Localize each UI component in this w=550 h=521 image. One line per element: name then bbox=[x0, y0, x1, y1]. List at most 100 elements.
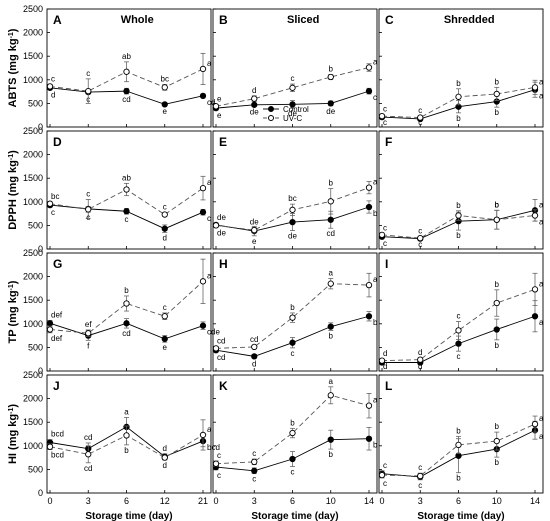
significance-label: c bbox=[418, 106, 422, 115]
significance-label: b bbox=[456, 201, 461, 210]
data-point-uvc bbox=[161, 211, 168, 218]
significance-label: de bbox=[217, 228, 226, 237]
significance-label: b bbox=[456, 426, 461, 435]
significance-label: a bbox=[539, 414, 544, 423]
y-axis-label: HI (mg kg-1) bbox=[7, 404, 19, 464]
significance-label: cd bbox=[250, 335, 258, 344]
data-point-uvc bbox=[455, 441, 462, 449]
significance-label: b bbox=[373, 318, 378, 327]
significance-label: c bbox=[86, 69, 90, 78]
data-point-control bbox=[365, 203, 373, 211]
significance-label: b bbox=[495, 341, 500, 350]
panel-label: E bbox=[219, 135, 227, 149]
plot-frame bbox=[46, 8, 212, 128]
plot-frame bbox=[212, 374, 378, 494]
y-tick-label: 2000 bbox=[23, 272, 43, 282]
y-tick-label: 2500 bbox=[23, 4, 43, 14]
y-tick-label: 500 bbox=[28, 342, 43, 352]
y-tick-label: 1500 bbox=[23, 417, 43, 427]
y-axis-label: TP (mg kg-1) bbox=[7, 280, 19, 343]
data-point-uvc bbox=[531, 84, 539, 91]
data-point-uvc bbox=[212, 222, 220, 229]
data-point-control bbox=[199, 322, 207, 329]
significance-label: de bbox=[326, 107, 335, 116]
plot-frame bbox=[212, 252, 378, 372]
significance-label: a bbox=[207, 178, 212, 187]
panel-label: K bbox=[219, 379, 228, 393]
data-point-control bbox=[289, 339, 296, 346]
significance-label: d bbox=[163, 444, 167, 453]
significance-label: d bbox=[383, 349, 387, 358]
y-tick-label: 0 bbox=[38, 244, 43, 254]
x-axis-label: Storage time (day) bbox=[417, 511, 504, 521]
data-point-control bbox=[493, 326, 500, 333]
data-point-control bbox=[531, 313, 539, 320]
data-point-uvc bbox=[251, 343, 258, 351]
x-tick-label: 21 bbox=[198, 496, 208, 506]
data-point-control bbox=[123, 208, 130, 215]
panel-k: 0 3 6 10 14 Kc c c b b c c b a a Storage time (day) bbox=[212, 374, 378, 521]
series-line-uvc bbox=[381, 423, 536, 477]
x-tick-label: 10 bbox=[326, 496, 336, 506]
plot-frame bbox=[46, 374, 212, 494]
significance-label: c bbox=[383, 479, 387, 488]
data-point-uvc bbox=[289, 429, 296, 437]
significance-label: ef bbox=[85, 320, 92, 329]
y-tick-label: 500 bbox=[28, 220, 43, 230]
data-point-uvc bbox=[199, 431, 207, 439]
significance-label: d bbox=[418, 362, 422, 371]
y-tick-label: 2000 bbox=[23, 150, 43, 160]
significance-label: a bbox=[329, 377, 334, 386]
data-point-uvc bbox=[378, 471, 386, 479]
data-point-control bbox=[251, 467, 258, 474]
significance-label: d bbox=[252, 359, 256, 368]
significance-label: b bbox=[373, 441, 378, 450]
significance-label: de bbox=[288, 109, 297, 118]
y-tick-label: 2000 bbox=[23, 28, 43, 38]
significance-label: b bbox=[456, 231, 461, 240]
data-point-uvc bbox=[327, 73, 334, 81]
panel-g: 05001000150020002500GdeffcdecdedefefbcaT… bbox=[7, 248, 220, 376]
data-point-uvc bbox=[251, 226, 258, 234]
data-point-uvc bbox=[123, 68, 130, 75]
significance-label: b bbox=[495, 200, 500, 209]
data-point-control bbox=[455, 340, 462, 347]
significance-label: b bbox=[329, 179, 334, 188]
y-tick-label: 2000 bbox=[23, 394, 43, 404]
significance-label: c bbox=[383, 105, 387, 114]
y-tick-label: 1000 bbox=[23, 441, 43, 451]
significance-label: b bbox=[456, 474, 461, 483]
panel-label: A bbox=[53, 13, 62, 27]
x-tick-label: 0 bbox=[47, 496, 52, 506]
x-tick-label: 0 bbox=[379, 496, 384, 506]
panel-title: Sliced bbox=[287, 14, 319, 26]
data-point-uvc bbox=[289, 206, 296, 213]
significance-label: c bbox=[51, 75, 55, 84]
legend-label-uvc: UV-C bbox=[283, 114, 302, 123]
significance-label: b bbox=[329, 450, 334, 459]
x-tick-label: 6 bbox=[124, 496, 129, 506]
panel-title: Shredded bbox=[444, 14, 495, 26]
data-point-uvc bbox=[327, 280, 334, 287]
y-tick-label: 1500 bbox=[23, 51, 43, 61]
significance-label: bc bbox=[51, 192, 59, 201]
data-point-control bbox=[455, 452, 462, 459]
plot-frame bbox=[378, 252, 544, 372]
data-point-control bbox=[327, 323, 334, 330]
panel-b: B Sliced e de de de c e d c b a bbox=[212, 8, 378, 128]
panel-label: H bbox=[219, 257, 228, 271]
y-tick-label: 500 bbox=[28, 98, 43, 108]
data-point-control bbox=[365, 435, 373, 442]
data-point-uvc bbox=[531, 212, 539, 219]
y-tick-label: 500 bbox=[28, 464, 43, 474]
significance-label: c bbox=[125, 215, 129, 224]
plot-frame bbox=[378, 130, 544, 250]
y-tick-label: 2500 bbox=[23, 248, 43, 258]
significance-label: d bbox=[163, 461, 167, 470]
panel-label: F bbox=[385, 135, 392, 149]
panel-label: G bbox=[53, 257, 62, 271]
significance-label: c bbox=[252, 475, 256, 484]
data-point-uvc bbox=[378, 112, 386, 120]
significance-label: c bbox=[86, 213, 90, 222]
panel-label: J bbox=[53, 379, 60, 393]
